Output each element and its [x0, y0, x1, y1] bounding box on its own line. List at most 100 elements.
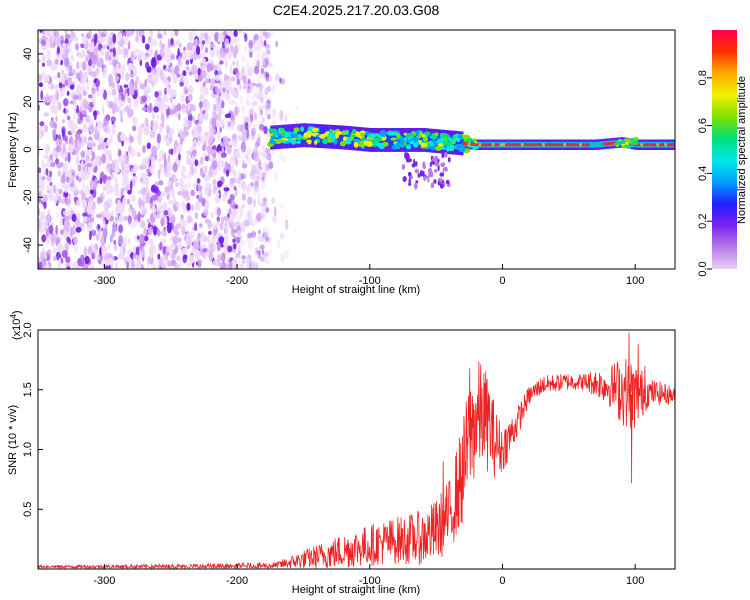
band-tail-blob [413, 158, 416, 165]
band-blob [296, 140, 301, 144]
noise-blob [141, 157, 148, 167]
noise-blob [100, 236, 105, 248]
noise-blob [99, 177, 103, 185]
band-core [427, 133, 430, 148]
noise-blob [281, 158, 286, 163]
noise-blob [267, 74, 273, 82]
noise-blob [193, 138, 197, 144]
noise-blob [170, 64, 175, 72]
noise-blob [183, 254, 188, 259]
band-blob [616, 141, 621, 146]
noise-blob [187, 102, 191, 112]
band-core [387, 133, 390, 147]
band-core [353, 131, 356, 146]
band-core [564, 141, 568, 148]
noise-blob [105, 211, 111, 221]
noise-blob [262, 125, 266, 131]
noise-blob [181, 165, 185, 176]
noise-blob [137, 211, 141, 223]
noise-blob [151, 163, 156, 169]
noise-blob [230, 76, 236, 82]
band-core [385, 133, 388, 147]
band-tail-blob [447, 157, 451, 163]
noise-blob [199, 62, 204, 68]
noise-blob [264, 252, 269, 257]
noise-blob [46, 236, 51, 244]
noise-blob [167, 133, 171, 139]
band-core [598, 141, 601, 148]
noise-blob [199, 113, 205, 122]
noise-blob [62, 43, 67, 48]
band-tail-blob [439, 173, 445, 177]
noise-blob [254, 181, 259, 192]
noise-blob [105, 51, 110, 62]
noise-blob [157, 253, 161, 260]
noise-blob [50, 235, 55, 246]
noise-blob [241, 55, 247, 64]
band-peak [468, 142, 471, 146]
noise-blob [199, 236, 203, 242]
noise-blob [59, 218, 63, 226]
noise-blob [107, 176, 112, 181]
band-blob [449, 144, 453, 150]
noise-blob [260, 203, 266, 210]
noise-blob [112, 33, 117, 44]
noise-blob [262, 31, 267, 36]
noise-blob [264, 87, 269, 96]
band-blob [300, 126, 304, 132]
band-blob [379, 130, 387, 137]
band-peak [534, 143, 537, 147]
noise-blob [163, 30, 167, 36]
noise-blob [156, 207, 161, 216]
noise-blob [71, 138, 75, 146]
noise-blob [51, 151, 56, 158]
noise-blob [63, 107, 66, 114]
noise-blob [138, 165, 145, 171]
noise-blob [243, 85, 246, 90]
noise-blob [83, 123, 87, 128]
noise-blob [158, 180, 164, 186]
noise-blob [64, 186, 68, 194]
noise-blob [66, 91, 70, 96]
noise-blob [217, 150, 222, 161]
noise-blob [227, 198, 232, 205]
noise-blob [244, 122, 249, 131]
noise-blob [239, 208, 244, 218]
noise-blob [164, 216, 168, 225]
band-tail-blob [429, 161, 432, 168]
noise-blob [128, 205, 132, 215]
noise-blob [231, 133, 238, 142]
noise-blob [279, 150, 284, 160]
noise-blob [94, 155, 100, 165]
noise-blob [141, 247, 145, 258]
noise-blob [142, 145, 146, 154]
noise-blob [257, 250, 261, 259]
noise-blob [127, 97, 131, 103]
noise-blob [80, 49, 85, 57]
noise-blob [60, 174, 66, 184]
noise-blob [248, 41, 255, 47]
noise-blob [133, 252, 136, 259]
noise-blob [163, 166, 168, 175]
noise-blob [106, 253, 113, 259]
noise-blob [229, 193, 235, 201]
noise-blob [52, 129, 56, 140]
noise-blob [232, 238, 236, 243]
noise-blob [241, 193, 246, 201]
colorbar-tick-label: 0.2 [697, 214, 709, 229]
noise-blob [40, 214, 44, 225]
noise-blob [127, 62, 134, 71]
noise-blob [81, 109, 87, 116]
noise-blob [222, 215, 229, 221]
noise-blob [86, 163, 93, 168]
band-tail-blob [414, 161, 418, 167]
noise-blob [246, 33, 250, 39]
noise-blob [75, 212, 81, 219]
noise-blob [96, 91, 100, 97]
band-peak [608, 142, 611, 145]
noise-blob [71, 213, 77, 222]
noise-blob [155, 114, 160, 120]
noise-blob [212, 110, 217, 119]
noise-blob [38, 262, 41, 269]
